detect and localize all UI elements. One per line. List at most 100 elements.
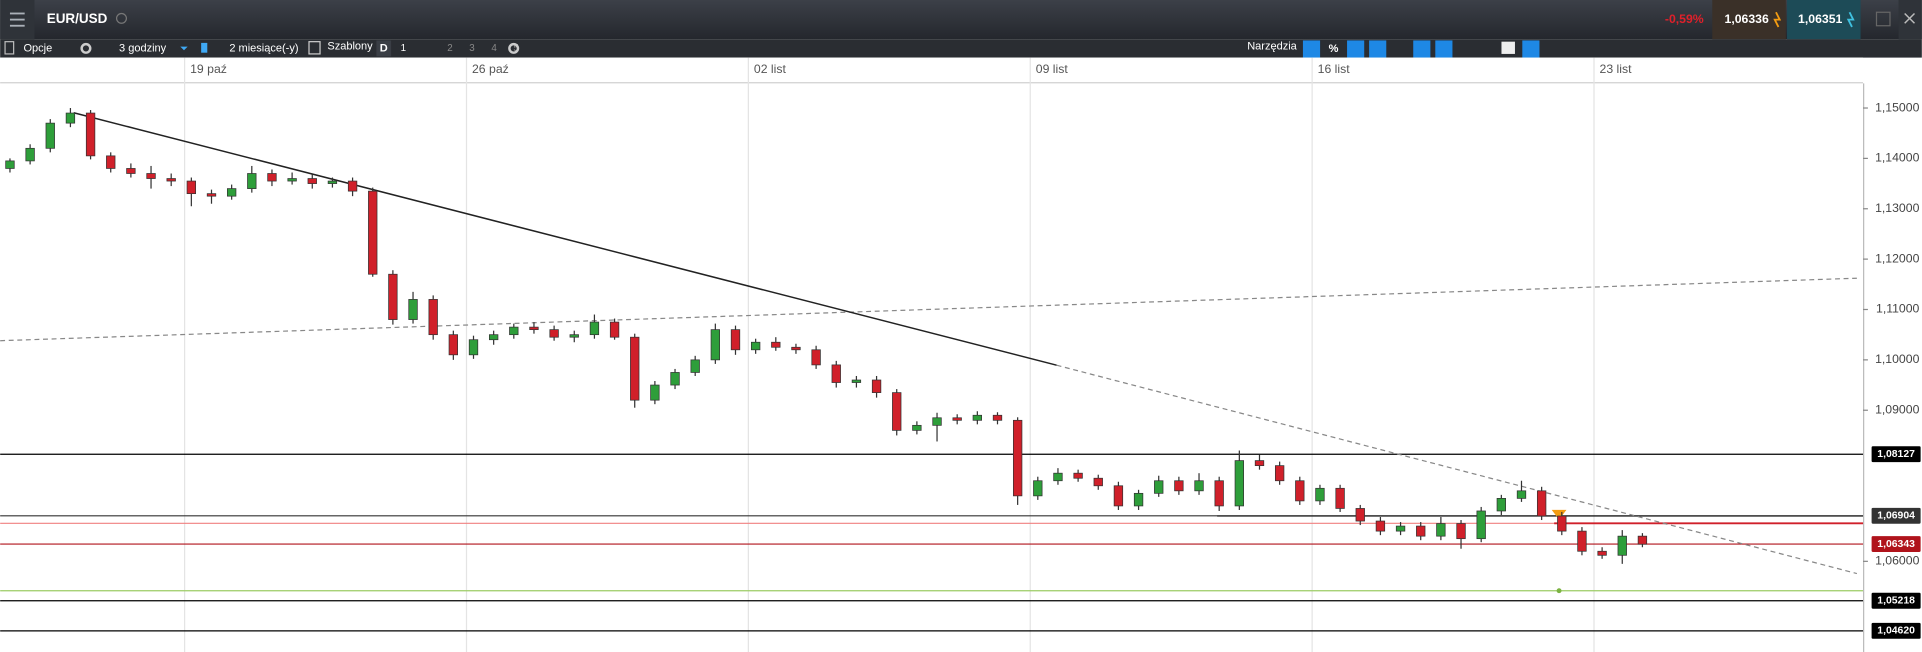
y-tick-label: 1,12000: [1875, 251, 1919, 265]
candle-body: [65, 112, 76, 124]
layout-button[interactable]: 1: [401, 43, 406, 54]
x-tick-label: 16 list: [1318, 62, 1351, 76]
settings-icon[interactable]: [508, 42, 520, 54]
candle-body: [1597, 550, 1607, 556]
candle-body: [247, 173, 257, 189]
candle-body: [1012, 419, 1023, 497]
candle-body: [206, 193, 217, 197]
candle-body: [226, 188, 237, 197]
level-label: 1,08127: [1877, 449, 1915, 460]
level-label: 1,06343: [1877, 539, 1915, 550]
options[interactable]: Opcje: [23, 42, 52, 54]
change: -0,59%: [1665, 12, 1704, 26]
x-tick-label: 23 list: [1600, 62, 1633, 76]
candle-body: [851, 379, 862, 383]
candle-body: [1496, 498, 1506, 512]
candle-body: [1174, 480, 1184, 492]
candle-body: [1274, 465, 1285, 482]
candle-body: [1053, 472, 1063, 482]
level-label: 1,04620: [1877, 626, 1915, 637]
candle-body: [1234, 460, 1244, 507]
candle-body: [388, 273, 398, 320]
candle-body: [1395, 525, 1406, 532]
candle-body: [1315, 487, 1325, 502]
candle-body: [1214, 480, 1224, 507]
tool-icon[interactable]: %: [1329, 43, 1339, 55]
level-label: 1,05218: [1877, 595, 1915, 606]
candle-body: [690, 359, 700, 373]
trend-line: [1056, 364, 1858, 575]
x-tick-label: 26 paź: [472, 62, 509, 76]
window-button[interactable]: [1875, 11, 1891, 27]
candle-body: [1113, 485, 1124, 507]
candle-body: [368, 190, 378, 275]
date-axis: [0, 57, 1864, 84]
candle-body: [630, 336, 640, 401]
settings-icon[interactable]: [80, 42, 92, 54]
candle-body: [1637, 535, 1648, 545]
candle-body: [650, 384, 660, 401]
candle-body: [1073, 472, 1083, 479]
candle-body: [1375, 520, 1386, 532]
sell-arrow: [1773, 11, 1782, 28]
candle-body: [750, 341, 761, 351]
tool-button[interactable]: [1522, 40, 1540, 58]
mode-button[interactable]: [376, 40, 392, 57]
candle-body: [549, 329, 559, 338]
candle-body: [1254, 460, 1265, 467]
candle-body: [912, 424, 922, 431]
candle-body: [428, 299, 438, 336]
candle-body: [166, 178, 176, 182]
layout-button[interactable]: 5: [513, 43, 519, 54]
candle-body: [1194, 480, 1204, 492]
layout-button[interactable]: 2: [447, 43, 452, 54]
tool-button[interactable]: [1413, 40, 1431, 58]
print-icon[interactable]: [1501, 41, 1515, 54]
candle-body: [1033, 480, 1043, 497]
candle-body: [1154, 480, 1164, 494]
layout-button[interactable]: 3: [469, 43, 475, 54]
candle-body: [831, 364, 841, 383]
search-icon[interactable]: [115, 12, 128, 24]
header-bar: [0, 0, 1922, 40]
level-label: 1,06904: [1877, 511, 1915, 522]
close-icon: [1904, 12, 1916, 24]
x-tick-label: 09 list: [1036, 62, 1069, 76]
candle-body: [106, 155, 116, 169]
candle-body: [609, 321, 620, 338]
candle-body: [811, 349, 821, 366]
range[interactable]: 2 miesiące(-y): [229, 42, 298, 54]
candle-body: [952, 417, 962, 421]
candle-body: [589, 321, 600, 336]
candle-body: [45, 122, 55, 149]
candle-body: [529, 326, 539, 331]
candle-body: [791, 346, 801, 351]
tool-button[interactable]: [1369, 40, 1387, 58]
menu-icon: [9, 12, 25, 27]
tools[interactable]: Narzędzia: [1247, 40, 1297, 52]
candle-body: [25, 147, 35, 162]
level-box: [1871, 446, 1921, 463]
tool-button[interactable]: [1435, 40, 1453, 58]
sell-box[interactable]: [1712, 0, 1786, 40]
layout-button[interactable]: 4: [491, 43, 497, 54]
interval[interactable]: 3 godziny: [119, 42, 167, 54]
candle-body: [5, 160, 15, 169]
candle-body: [1476, 510, 1486, 540]
x-tick-label: 02 list: [754, 62, 787, 76]
candle-body: [670, 372, 680, 386]
mode: D: [380, 42, 388, 54]
candle-body: [1133, 492, 1144, 507]
level-box: [1871, 507, 1921, 524]
templates[interactable]: Szablony: [327, 40, 373, 52]
x-tick-label: 19 paź: [190, 62, 227, 76]
candle-body: [488, 334, 499, 341]
tool-button[interactable]: [1302, 40, 1321, 58]
alert-marker: [1551, 509, 1567, 520]
y-tick-label: 1,15000: [1875, 100, 1919, 114]
symbol[interactable]: EUR/USD: [47, 11, 108, 26]
candle-body: [307, 178, 317, 184]
tool-button[interactable]: [1347, 40, 1365, 58]
